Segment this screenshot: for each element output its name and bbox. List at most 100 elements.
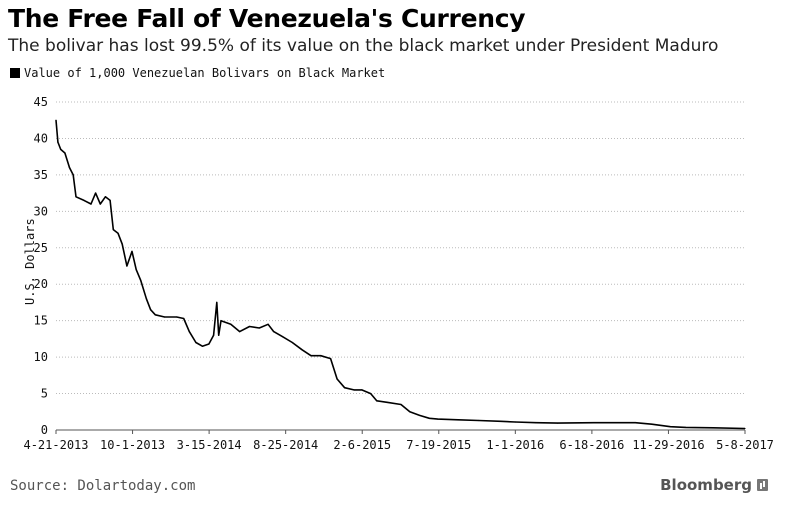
data-point [248,325,251,328]
source-note: Source: Dolartoday.com [10,478,196,494]
data-point [154,314,156,316]
data-point [428,417,431,419]
data-point [176,316,178,318]
brand-label: Bloomberg [660,476,752,494]
chart-subtitle: The bolivar has lost 99.5% of its value … [8,36,719,56]
data-point [99,203,101,205]
data-point [218,334,220,336]
data-point [712,427,714,429]
data-point [320,355,322,357]
y-tick-label: 15 [34,314,48,328]
data-point [126,265,128,267]
data-point [188,331,190,333]
y-tick-label: 35 [34,168,48,182]
data-point [478,419,480,422]
data-point [258,327,260,329]
data-point [744,427,746,430]
data-point [310,355,312,357]
chart-legend: Value of 1,000 Venezuelan Bolivars on Bl… [10,66,385,80]
x-tick-label: 6-18-2016 [559,438,624,452]
data-point [336,378,338,380]
y-tick-label: 30 [34,204,48,218]
data-point [95,192,97,194]
data-point [386,401,388,403]
data-point [60,148,62,150]
data-point [201,345,203,347]
x-tick-label: 8-25-2014 [253,438,318,452]
x-tick-label: 5-8-2017 [716,438,774,452]
data-point [212,334,215,336]
y-tick-label: 20 [34,277,48,291]
data-point [220,320,222,322]
y-tick-label: 5 [41,387,48,401]
x-tick-label: 3-15-2014 [177,438,242,452]
data-point [55,119,57,121]
data-point [273,331,275,333]
data-point [90,203,92,205]
data-point [535,422,537,424]
data-point [140,279,142,282]
data-point [370,392,372,395]
data-point [400,403,402,406]
y-tick-label: 0 [41,423,48,437]
data-point [83,199,85,201]
chart-logo-icon [757,479,768,491]
data-point [121,243,123,245]
data-point [109,199,111,201]
x-tick-label: 2-6-2015 [333,438,391,452]
data-point [195,341,197,344]
data-point [72,174,74,176]
data-point [281,336,284,338]
x-tick-label: 1-1-2016 [486,438,544,452]
data-point [57,141,59,143]
data-point [301,349,303,351]
data-point [457,419,459,421]
data-point [556,422,559,424]
data-point [75,196,77,198]
data-point [183,317,185,320]
legend-label: Value of 1,000 Venezuelan Bolivars on Bl… [24,66,386,80]
data-point [216,301,218,304]
x-tick-label: 10-1-2013 [100,438,165,452]
data-point [68,167,71,169]
data-point [104,196,107,198]
data-point [131,250,133,253]
data-point [329,357,332,360]
data-point [208,343,210,345]
data-point [230,323,232,325]
data-point [150,309,152,311]
data-point [145,298,148,300]
series-line [55,120,746,430]
data-point [117,232,119,234]
data-point [419,414,421,417]
y-tick-label: 40 [34,131,48,145]
data-point [164,316,166,318]
data-point [651,423,653,425]
data-point [135,269,137,271]
x-tick-label: 7-19-2015 [406,438,471,452]
data-point [343,387,346,389]
data-point [361,389,363,391]
data-point [267,323,269,325]
data-point [239,331,241,333]
data-point [64,152,66,154]
data-point [112,228,114,231]
y-tick-label: 10 [34,350,48,364]
data-point [669,426,672,428]
data-point [593,422,595,424]
data-point [500,420,502,422]
data-point [514,421,516,423]
data-point [634,422,637,424]
data-point [353,389,355,391]
data-point [291,341,293,344]
y-tick-label: 25 [34,241,48,255]
x-tick-label: 4-21-2013 [23,438,88,452]
data-point [409,411,411,413]
x-tick-label: 11-29-2016 [632,438,704,452]
data-point [685,426,687,429]
data-point [437,418,439,420]
y-tick-label: 45 [34,95,48,109]
chart-title: The Free Fall of Venezuela's Currency [8,4,526,33]
legend-swatch [10,68,20,78]
